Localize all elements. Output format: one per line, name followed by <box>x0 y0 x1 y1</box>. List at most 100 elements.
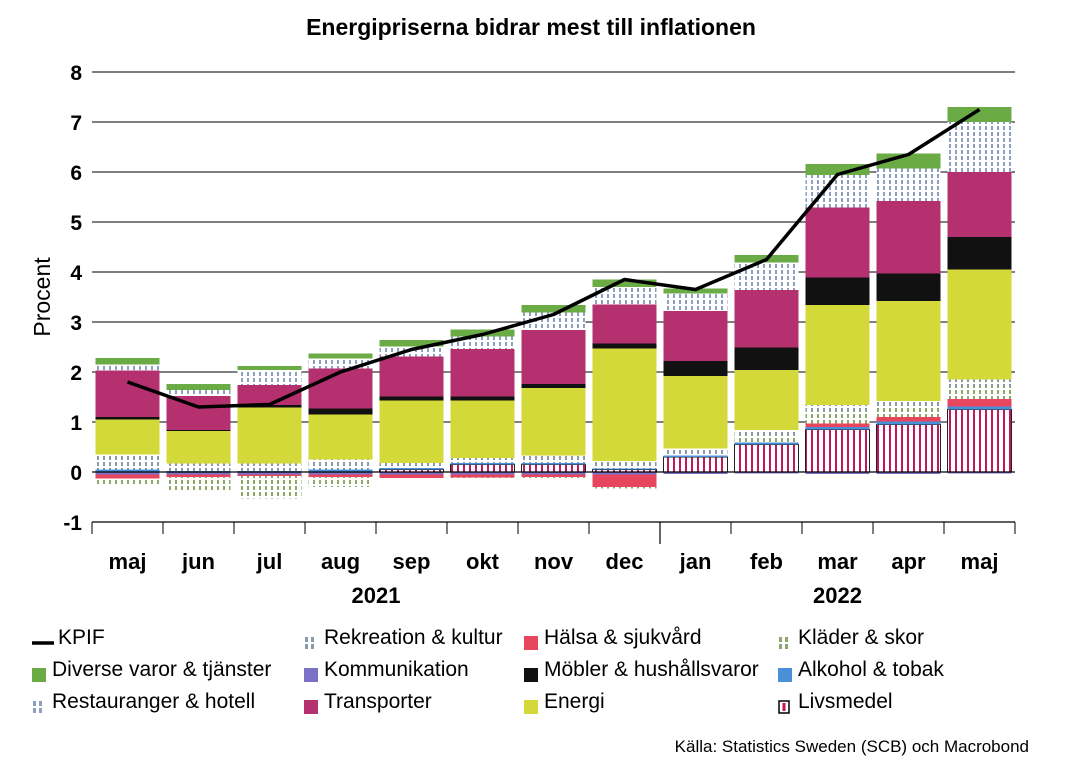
bar-segment-energi <box>450 400 515 458</box>
bar-segment-kommunikation <box>166 472 231 475</box>
bar-segment-mobler <box>450 396 515 401</box>
legend-swatch-klader <box>778 632 790 656</box>
bar-segment-mobler <box>947 237 1012 270</box>
bar-segment-livsmedel <box>805 429 870 473</box>
bar-segment-halsa <box>592 474 657 487</box>
x-tick-label: jan <box>679 549 712 574</box>
x-tick-label: apr <box>891 549 926 574</box>
bar-segment-energi <box>663 376 728 449</box>
bar-segment-transporter <box>947 172 1012 237</box>
bar-segment-halsa <box>166 474 231 477</box>
chart-canvas: -1 0 1 2 3 4 5 6 7 8 Procent maj jun jul aug sep okt nov d… <box>29 62 1016 608</box>
bar-segment-restauranger <box>663 293 728 311</box>
bar-segment-kommunikation <box>876 472 941 474</box>
bar-segment-kommunikation <box>308 472 373 475</box>
bar-segment-klader <box>95 478 160 485</box>
bar-segment-restauranger <box>592 287 657 305</box>
bar-segment-energi <box>237 407 302 464</box>
y-tick-label: 7 <box>70 112 82 135</box>
y-tick-label: -1 <box>63 512 82 535</box>
bar-segment-mobler <box>521 384 586 388</box>
legend-item-kommunikation: Kommunikation <box>304 658 469 682</box>
legend-label: Livsmedel <box>798 690 893 713</box>
legend-swatch-diverse <box>32 664 46 688</box>
bar-segment-alkohol <box>450 463 515 465</box>
legend-swatch-rekreation <box>304 632 316 656</box>
source-note: Källa: Statistics Sweden (SCB) och Macro… <box>674 737 1029 756</box>
bar-segment-mobler <box>805 277 870 305</box>
bar-segment-klader <box>166 477 231 492</box>
bar-segment-mobler <box>876 273 941 301</box>
bar-segment-transporter <box>95 370 160 417</box>
bar-segment-transporter <box>876 201 941 274</box>
axes: -1 0 1 2 3 4 5 6 7 8 Procent maj jun jul aug sep okt nov d… <box>29 62 1016 608</box>
x-tick-label: sep <box>393 549 431 574</box>
bar-segment-klader <box>379 478 444 480</box>
bar-segment-diverse <box>379 340 444 347</box>
bar-segment-rekreation <box>166 463 231 471</box>
bar-segment-livsmedel <box>663 456 728 473</box>
bar-segment-alkohol <box>663 455 728 457</box>
bar-segment-transporter <box>308 368 373 409</box>
legend-swatch-restauranger <box>32 696 44 720</box>
bar-segment-kommunikation <box>805 472 870 474</box>
bar-segment-rekreation <box>663 448 728 455</box>
y-tick-label: 2 <box>70 362 82 385</box>
bar-segment-rekreation <box>805 405 870 411</box>
bar-segment-halsa <box>379 474 444 478</box>
legend-label: KPIF <box>58 626 105 649</box>
y-tick-label: 8 <box>70 62 82 85</box>
bar-segment-energi <box>734 370 799 430</box>
legend-item-halsa: Hälsa & sjukvård <box>524 626 702 650</box>
year-label: 2022 <box>813 583 862 608</box>
x-tick-label: maj <box>109 549 147 574</box>
bar-segment-klader <box>805 411 870 424</box>
bar-segment-energi <box>521 388 586 456</box>
bar-segment-halsa <box>805 423 870 427</box>
bar-segment-kommunikation <box>734 472 799 474</box>
bar-segment-kommunikation <box>663 472 728 474</box>
legend-label: Rekreation & kultur <box>324 626 503 649</box>
bar-segment-rekreation <box>521 455 586 463</box>
y-axis-label: Procent <box>29 257 55 337</box>
bar-segment-kommunikation <box>379 472 444 475</box>
bar-segment-diverse <box>166 384 231 390</box>
bar-segment-rekreation <box>308 459 373 470</box>
legend-item-klader: Kläder & skor <box>778 626 924 650</box>
legend-swatch-halsa <box>524 632 538 656</box>
bar-segment-alkohol <box>95 469 160 472</box>
legend-label: Diverse varor & tjänster <box>52 658 272 681</box>
bar-segment-alkohol <box>308 469 373 472</box>
bar-segment-rekreation <box>592 461 657 469</box>
legend-item-livsmedel: Livsmedel <box>778 690 893 714</box>
x-tick-label: jul <box>256 549 283 574</box>
bar-segment-restauranger <box>379 346 444 357</box>
legend-swatch-alkohol <box>778 664 792 688</box>
bar-segment-restauranger <box>876 168 941 201</box>
bar-segment-diverse <box>95 358 160 365</box>
bar-segment-livsmedel <box>521 464 586 473</box>
bar-segment-energi <box>95 419 160 455</box>
bar-segment-diverse <box>521 305 586 313</box>
bar-segment-alkohol <box>734 442 799 445</box>
bar-segment-transporter <box>805 207 870 278</box>
bar-segment-alkohol <box>592 468 657 470</box>
bar-segment-klader <box>663 454 728 456</box>
legend-label: Möbler & hushållsvaror <box>544 658 759 681</box>
bar-segment-energi <box>805 305 870 405</box>
bar-segment-klader <box>876 407 941 417</box>
x-tick-label: maj <box>961 549 999 574</box>
bar-segment-restauranger <box>734 262 799 290</box>
bar-segment-energi <box>379 400 444 463</box>
legend-item-alkohol: Alkohol & tobak <box>778 658 944 682</box>
legend-item-kpif: KPIF <box>32 626 105 650</box>
bar-segment-mobler <box>166 430 231 431</box>
bar-segment-energi <box>947 269 1012 380</box>
bar-segment-klader <box>947 386 1012 399</box>
bar-segment-rekreation <box>947 379 1012 387</box>
bar-segment-klader <box>592 487 657 489</box>
x-tick-label: dec <box>606 549 644 574</box>
y-tick-label: 4 <box>70 262 82 285</box>
bar-segment-alkohol <box>379 468 444 470</box>
bar-segment-halsa <box>237 474 302 476</box>
